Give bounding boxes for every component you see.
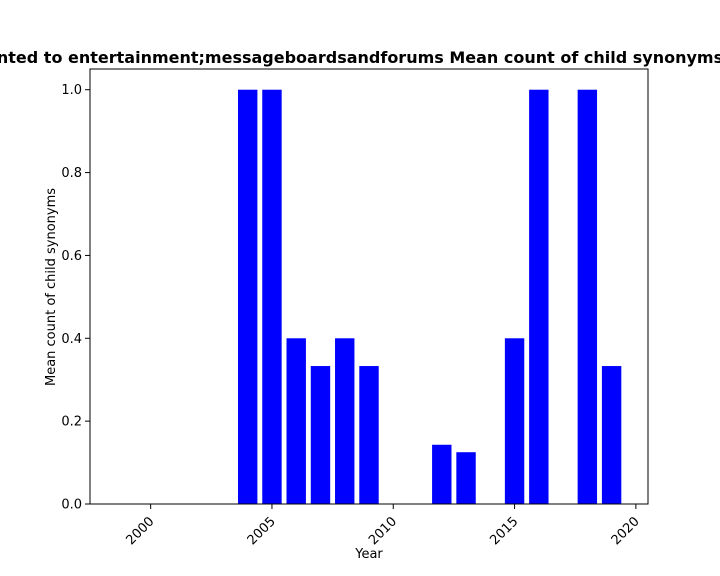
chart-title: nted to entertainment;messageboardsandfo… — [0, 48, 720, 67]
bar-2009 — [359, 366, 379, 504]
bar-2016 — [529, 89, 549, 504]
bar-2005 — [262, 89, 282, 504]
bar-2008 — [335, 338, 355, 504]
x-tick-label: 2015 — [487, 514, 521, 548]
x-tick-label: 2005 — [245, 514, 279, 548]
bars-group — [237, 89, 622, 504]
bar-2004 — [237, 89, 258, 504]
x-tick-label: 2010 — [366, 514, 400, 548]
x-axis-ticks: 2000 2005 2010 2015 2020 — [123, 504, 643, 548]
x-axis-label: Year — [354, 547, 383, 562]
x-tick-label: 2000 — [123, 514, 157, 548]
y-tick-label: 1.0 — [61, 83, 82, 98]
y-tick-label: 0.2 — [61, 415, 82, 430]
x-tick-label: 2020 — [609, 514, 643, 548]
y-tick-label: 0.4 — [61, 332, 82, 347]
y-axis-label: Mean count of child synonyms — [44, 188, 59, 386]
bar-2018 — [577, 89, 598, 504]
bar-2013 — [456, 452, 476, 504]
bar-2012 — [432, 444, 452, 504]
y-tick-label: 0.8 — [61, 166, 82, 181]
bar-2007 — [310, 366, 331, 504]
y-axis-ticks: 0.0 0.2 0.4 0.6 0.8 1.0 — [61, 83, 90, 513]
plot-frame — [89, 68, 649, 505]
y-tick-label: 0.0 — [61, 498, 82, 513]
bar-2006 — [286, 338, 306, 504]
bar-2015 — [504, 338, 525, 504]
bar-2019 — [601, 366, 622, 504]
y-tick-label: 0.6 — [61, 249, 82, 264]
